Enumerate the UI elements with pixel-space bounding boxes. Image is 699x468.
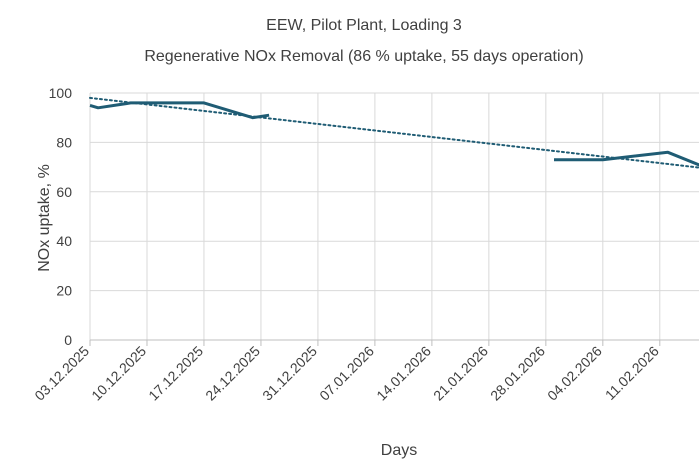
series-layer	[89, 96, 699, 169]
x-axis: 03.12.202510.12.202517.12.202524.12.2025…	[31, 339, 699, 404]
series-line-segment	[554, 150, 699, 167]
y-tick-label: 20	[56, 283, 72, 299]
x-tick-label: 07.01.2026	[316, 343, 377, 404]
trendline	[89, 96, 699, 169]
chart-subtitle: Regenerative NOx Removal (86 % uptake, 5…	[144, 48, 583, 65]
y-tick-label: 100	[49, 85, 73, 101]
y-axis-title: NOx uptake, %	[36, 164, 53, 272]
x-tick-label: 28.01.2026	[487, 343, 548, 404]
y-tick-label: 40	[56, 233, 72, 249]
y-axis: 0 20 40 60 80 100	[49, 85, 73, 348]
y-tick-label: 60	[56, 184, 72, 200]
x-tick-label: 04.02.2026	[544, 343, 605, 404]
x-tick-label: 17.12.2025	[145, 343, 206, 404]
y-tick-label: 80	[56, 134, 72, 150]
x-tick-label: 31.12.2025	[259, 343, 320, 404]
x-tick-label: 21.01.2026	[430, 343, 491, 404]
x-axis-title: Days	[381, 442, 417, 459]
y-tick-label: 0	[64, 332, 72, 348]
x-tick-label: 11.02.2026	[602, 343, 662, 403]
gridlines	[89, 92, 699, 340]
x-tick-label: 24.12.2025	[202, 343, 263, 404]
x-tick-label: 03.12.2025	[31, 343, 92, 404]
series-line-segment	[89, 101, 270, 120]
x-tick-label: 14.01.2026	[373, 343, 434, 404]
x-tick-label: 10.12.2025	[88, 343, 149, 404]
chart-title: EEW, Pilot Plant, Loading 3	[266, 17, 462, 34]
